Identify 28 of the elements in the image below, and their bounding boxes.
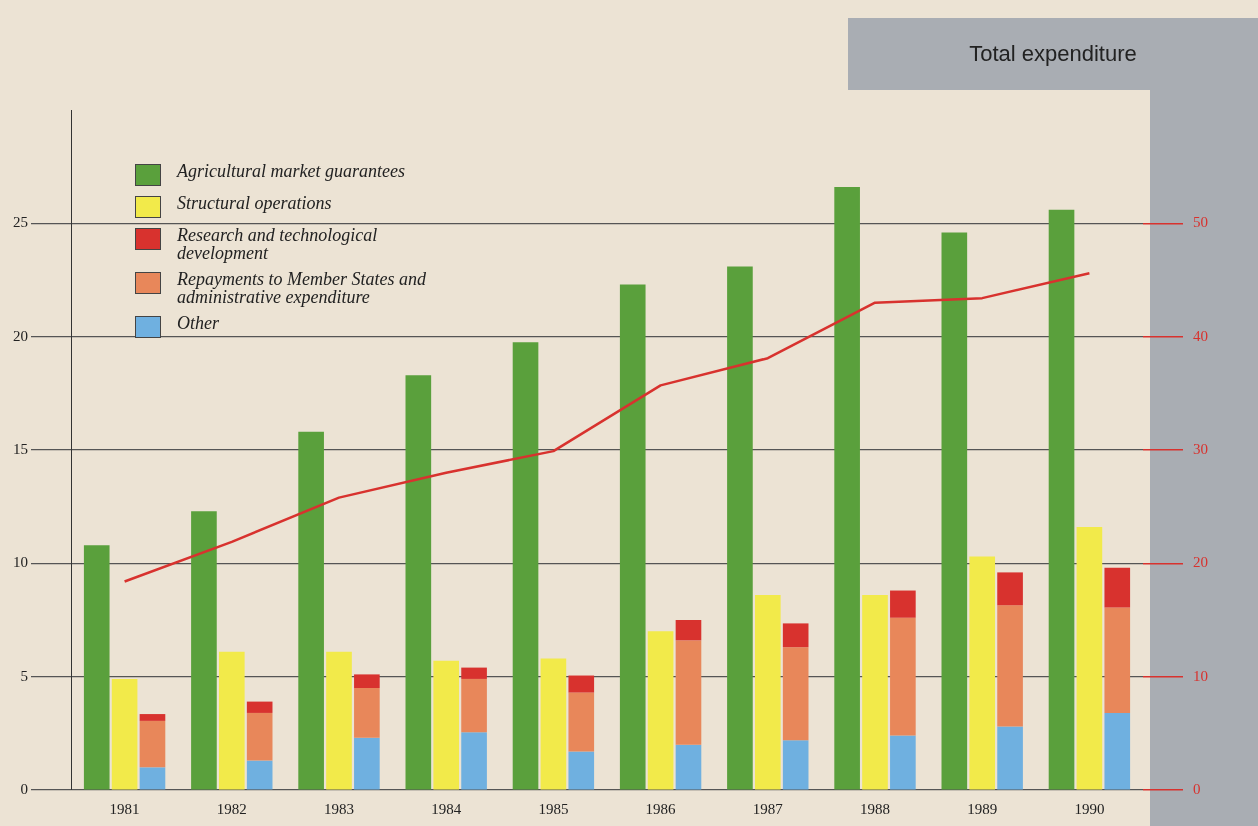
y2-tick-label: 30 [1193,440,1208,457]
legend-label: Agricultural market guarantees [177,161,405,181]
y2-tick-label: 50 [1193,214,1208,231]
y2-tick-label: 10 [1193,667,1208,684]
legend-label: Structural operations [177,193,332,213]
y2-tick-label: 40 [1193,327,1208,344]
y-tick-label: 20 [13,327,28,344]
x-tick-label: 1990 [1074,800,1105,817]
x-tick-label: 1982 [216,800,247,817]
x-tick-label: 1985 [538,800,569,817]
y-tick-label: 25 [13,214,28,231]
legend-label: Other [177,313,219,333]
x-tick-label: 1984 [431,800,462,817]
x-tick-label: 1983 [324,800,354,817]
y2-tick-label: 20 [1193,554,1208,571]
legend-label: Research and technological development [177,225,379,263]
y-tick-label: 5 [20,667,28,684]
y2-axis-title: Total expenditure [848,18,1258,90]
y-tick-label: 0 [20,780,28,797]
y-tick-label: 15 [13,440,28,457]
legend-label: Repayments to Member States and administrative expenditure [177,269,427,307]
x-tick-label: 1981 [109,800,140,817]
x-tick-label: 1989 [967,800,998,817]
x-tick-label: 1987 [752,800,784,817]
x-tick-label: 1986 [645,800,677,817]
x-tick-label: 1988 [860,800,890,817]
y2-tick-label: 0 [1193,780,1201,797]
y-tick-label: 10 [13,554,28,571]
